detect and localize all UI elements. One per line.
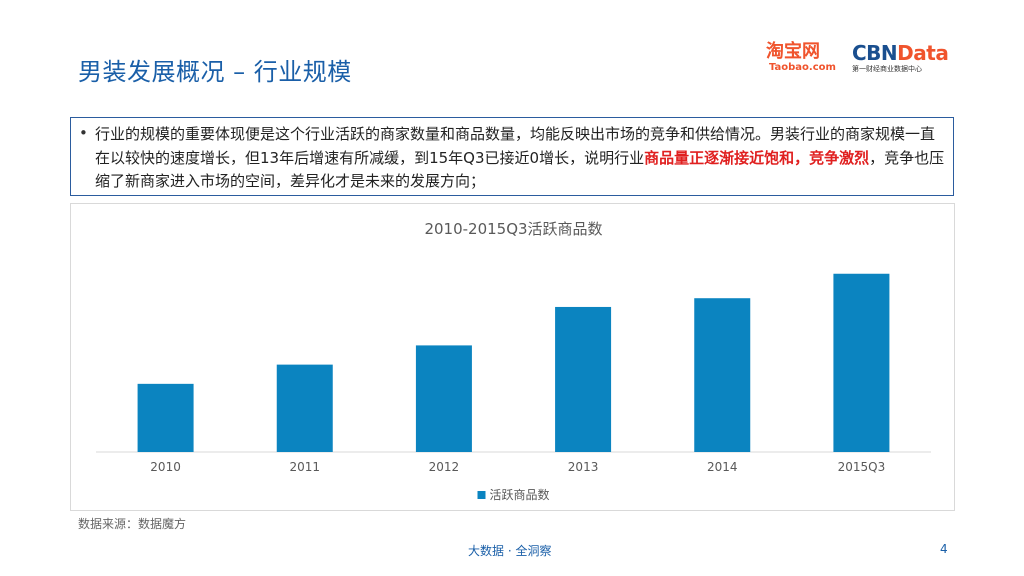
x-tick-label-2010: 2010 bbox=[150, 460, 181, 474]
bar-2010 bbox=[137, 383, 194, 452]
bar-2015Q3 bbox=[833, 273, 890, 452]
cbndata-logo-subtitle: 第一财经商业数据中心 bbox=[852, 65, 922, 73]
summary-text-after: ，竞争也压缩了新商家进入市场的空间，差异化才是未来的发展方向； bbox=[95, 148, 945, 191]
chart-frame: 2010-2015Q3活跃商品数 2010 2011 2012 2013 2014 2015… bbox=[70, 203, 955, 511]
page-title: 男装发展概况 – 行业规模 bbox=[78, 58, 352, 86]
summary-text: 行业的规模的重要体现便是这个行业活跃的商家数量和商品数量，均能反映出市场的竞争和… bbox=[95, 123, 947, 194]
bar-2011 bbox=[276, 364, 333, 452]
bar-2012 bbox=[415, 345, 472, 452]
cbndata-logo-cbn: CBN bbox=[852, 41, 898, 65]
x-tick-label-2015Q3: 2015Q3 bbox=[838, 460, 886, 474]
cbndata-logo-wordmark: CBNData bbox=[852, 42, 962, 64]
summary-highlight: 商品量正逐渐接近饱和，竞争激烈 bbox=[644, 148, 870, 167]
summary-text-before: 行业的规模的重要体现便是这个行业活跃的商家数量和商品数量，均能反映出市场的竞争和… bbox=[95, 125, 936, 167]
bar-2014 bbox=[694, 298, 751, 452]
x-tick-label-2011: 2011 bbox=[289, 460, 320, 474]
footer-slogan: 大数据 · 全洞察 bbox=[468, 544, 552, 558]
summary-bullet: • bbox=[79, 124, 88, 142]
cbndata-logo: CBNData 第一财经商业数据中心 bbox=[852, 42, 962, 78]
x-tick-label-2014: 2014 bbox=[707, 460, 738, 474]
legend-label: 活跃商品数 bbox=[490, 487, 550, 502]
x-tick-label-2013: 2013 bbox=[568, 460, 599, 474]
taobao-logo-cn: 淘宝网 bbox=[766, 41, 820, 62]
bar-chart: 2010-2015Q3活跃商品数 2010 2011 2012 2013 2014 2015… bbox=[96, 220, 931, 502]
legend-swatch bbox=[477, 491, 486, 499]
summary-box: • 行业的规模的重要体现便是这个行业活跃的商家数量和商品数量，均能反映出市场的竞… bbox=[70, 117, 954, 196]
cbndata-logo-data: Data bbox=[897, 41, 949, 65]
page-number: 4 bbox=[940, 542, 948, 556]
x-tick-label-2012: 2012 bbox=[429, 460, 460, 474]
taobao-logo-en: Taobao.com bbox=[769, 62, 836, 73]
bar-2013 bbox=[555, 306, 612, 452]
taobao-logo: 淘宝网 Taobao.com bbox=[766, 42, 846, 78]
data-source-note: 数据来源：数据魔方 bbox=[78, 517, 187, 531]
chart-title: 2010-2015Q3活跃商品数 bbox=[424, 220, 602, 238]
